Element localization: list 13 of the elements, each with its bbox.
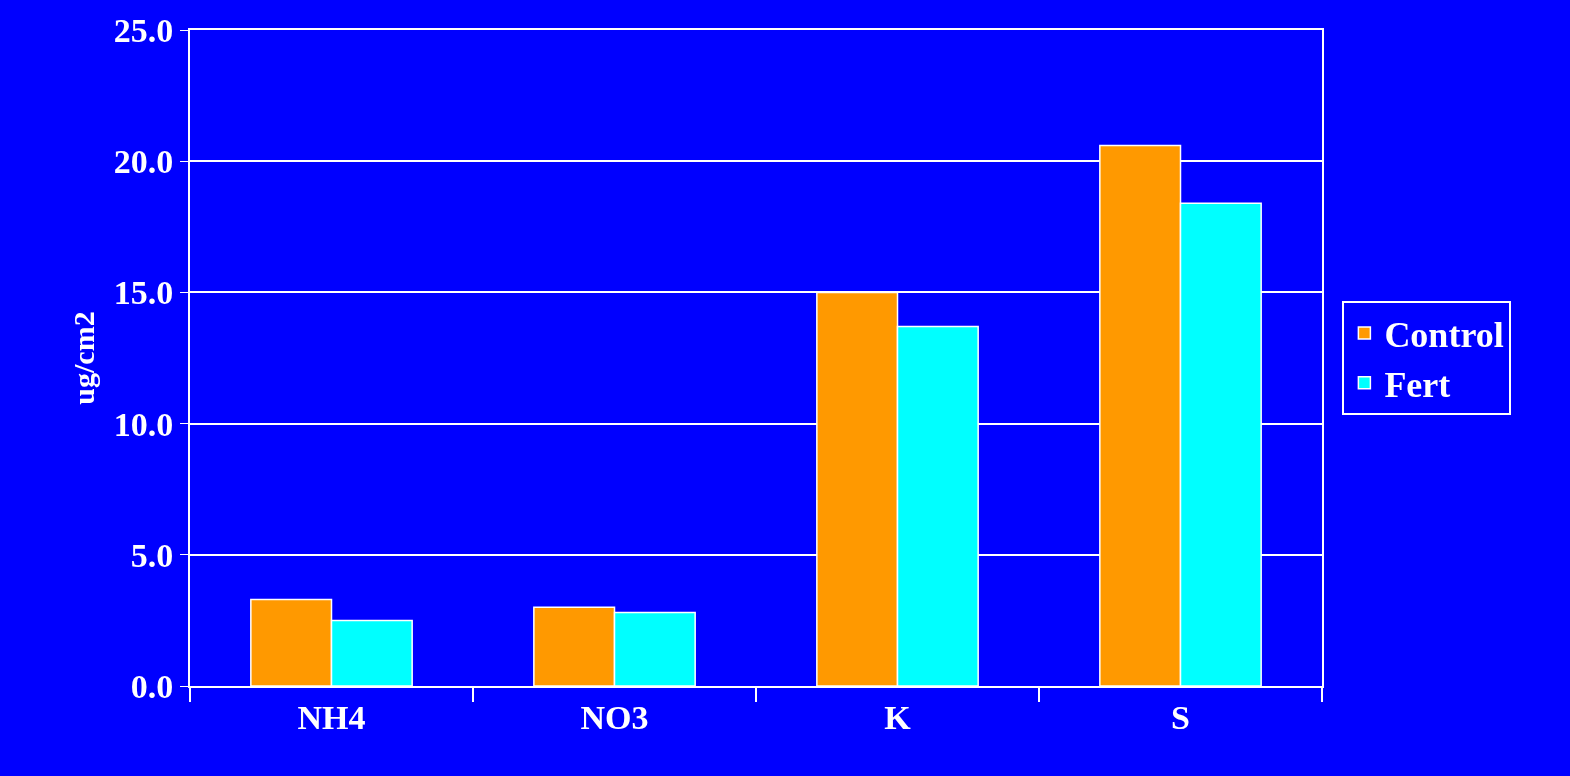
y-tick-label: 15.0 — [113, 274, 174, 312]
x-tick-label: S — [1171, 698, 1190, 736]
y-tick-label: 10.0 — [113, 405, 174, 443]
x-tick-label: NH4 — [297, 698, 366, 736]
y-tick-label: 25.0 — [113, 11, 174, 49]
legend-label: Control — [1384, 314, 1504, 355]
x-tick-label: NO3 — [580, 698, 649, 736]
legend-label: Fert — [1384, 364, 1451, 405]
y-tick-label: 0.0 — [130, 667, 174, 705]
y-tick-label: 5.0 — [130, 536, 174, 574]
x-tick-label: K — [884, 698, 912, 736]
y-tick-label: 20.0 — [113, 143, 174, 181]
y-axis-title: ug/cm2 — [67, 311, 101, 405]
